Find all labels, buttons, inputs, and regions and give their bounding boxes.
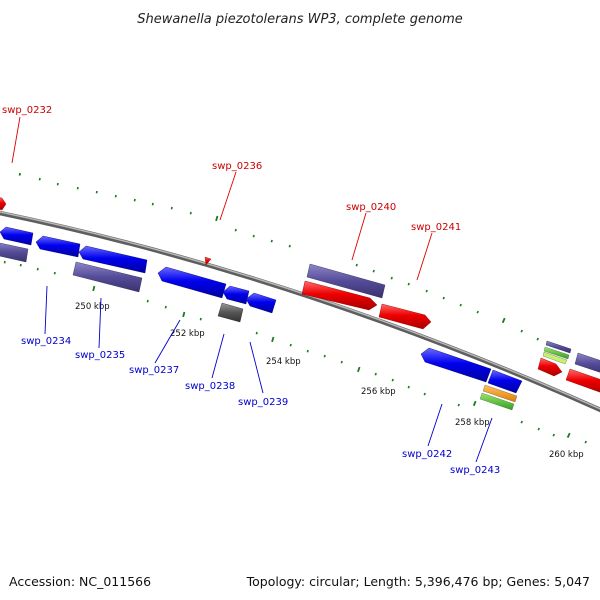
- gene-label-swp_0241[interactable]: swp_0241: [411, 222, 461, 233]
- gene-swp_0241[interactable]: [378, 303, 432, 330]
- gene-swp_0237[interactable]: [157, 266, 227, 299]
- operon-bars: [0, 242, 600, 374]
- gene-label-swp_0239[interactable]: swp_0239: [238, 397, 288, 408]
- forward-leaders: [11, 116, 433, 281]
- gene-label-swp_0238[interactable]: swp_0238: [185, 381, 235, 392]
- lightgreen-feature[interactable]: [542, 351, 568, 365]
- accession-text: Accession: NC_011566: [9, 574, 151, 589]
- operon-bar-3[interactable]: [306, 263, 386, 299]
- gene-label-swp_0243[interactable]: swp_0243: [450, 465, 500, 476]
- reverse-gene-labels: swp_0234 swp_0235 swp_0237 swp_0238 swp_…: [21, 336, 500, 476]
- forward-gene-labels: swp_0232 swp_0236 swp_0240 swp_0241: [2, 105, 461, 233]
- tick-label-254: 254 kbp: [266, 357, 301, 367]
- position-labels: 250 kbp 252 kbp 254 kbp 256 kbp 258 kbp …: [75, 302, 584, 460]
- gene-swp_0234[interactable]: [0, 226, 34, 246]
- gene-swp_0238[interactable]: [222, 285, 250, 305]
- gene-label-swp_0240[interactable]: swp_0240: [346, 202, 396, 213]
- genome-summary-text: Topology: circular; Length: 5,396,476 bp…: [246, 574, 590, 589]
- green-feature[interactable]: [479, 392, 515, 411]
- rna-features: [479, 346, 570, 411]
- gene-label-swp_0232[interactable]: swp_0232: [2, 105, 52, 116]
- forward-genes: [0, 197, 600, 394]
- gene-label-swp_0242[interactable]: swp_0242: [402, 449, 452, 460]
- gene-label-swp_0234[interactable]: swp_0234: [21, 336, 71, 347]
- reverse-genes: [0, 226, 523, 394]
- tick-label-252: 252 kbp: [170, 329, 205, 339]
- gene-swp_0235[interactable]: [78, 245, 148, 274]
- tick-label-258: 258 kbp: [455, 418, 490, 428]
- gene-swp_0239[interactable]: [245, 292, 277, 314]
- gene-swp_0240[interactable]: [301, 280, 378, 311]
- gene-label-swp_0235[interactable]: swp_0235: [75, 350, 125, 361]
- operon-bar-4[interactable]: [545, 340, 572, 354]
- gene-swp_0245[interactable]: [565, 368, 600, 394]
- tick-label-256: 256 kbp: [361, 387, 396, 397]
- operon-bar-2[interactable]: [72, 261, 143, 293]
- green-feature-2[interactable]: [543, 346, 570, 360]
- genome-backbone: [0, 210, 600, 413]
- map-title: Shewanella piezotolerans WP3, complete g…: [137, 12, 463, 27]
- outer-tick-ring: [18, 172, 539, 341]
- tick-label-260: 260 kbp: [549, 450, 584, 460]
- gene-swp_0242[interactable]: [420, 347, 492, 383]
- gene-swp_0244[interactable]: [537, 357, 563, 377]
- gene-swp_0232[interactable]: [0, 197, 7, 211]
- tick-label-250: 250 kbp: [75, 302, 110, 312]
- gene-swp_0236[interactable]: [204, 256, 212, 266]
- inner-tick-ring: [3, 260, 587, 444]
- pseudogene-bar[interactable]: [217, 302, 244, 323]
- operon-bar-1[interactable]: [0, 242, 29, 263]
- gene-label-swp_0236[interactable]: swp_0236: [212, 161, 262, 172]
- gene-swp_0233[interactable]: [35, 235, 81, 258]
- reverse-leaders: [44, 285, 493, 463]
- gene-label-swp_0237[interactable]: swp_0237: [129, 365, 179, 376]
- operon-bar-5[interactable]: [574, 352, 600, 374]
- orange-feature[interactable]: [482, 384, 518, 403]
- gene-swp_0242b[interactable]: [487, 369, 523, 394]
